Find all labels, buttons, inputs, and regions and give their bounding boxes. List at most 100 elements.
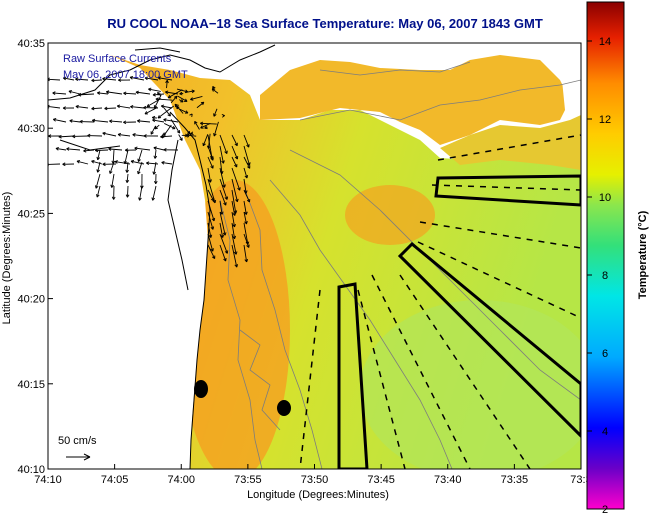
scale-label: 50 cm/s bbox=[58, 435, 97, 447]
colorbar-tick-label: 2 bbox=[602, 504, 608, 515]
current-vector bbox=[207, 145, 214, 161]
land-mass bbox=[48, 55, 208, 469]
current-vector-head bbox=[110, 184, 114, 188]
current-vector-head bbox=[66, 147, 70, 151]
colorbar bbox=[586, 1, 625, 510]
current-vector bbox=[231, 244, 238, 268]
current-vector-head bbox=[137, 119, 141, 123]
current-vector bbox=[213, 108, 218, 117]
current-vector bbox=[177, 95, 188, 102]
current-vector-head bbox=[244, 175, 249, 179]
current-vector bbox=[48, 106, 61, 109]
current-vector bbox=[207, 211, 214, 230]
current-vector-head bbox=[150, 131, 154, 135]
current-vector bbox=[219, 189, 227, 206]
colorbar-tick-label: 12 bbox=[599, 114, 611, 126]
current-vector-head bbox=[222, 232, 227, 236]
current-vector-head bbox=[137, 158, 141, 162]
ocean-patch-north bbox=[260, 55, 570, 145]
current-vector bbox=[207, 167, 211, 183]
current-vector bbox=[200, 122, 217, 125]
current-vector bbox=[174, 103, 184, 114]
current-vector bbox=[202, 134, 209, 146]
current-vector-head bbox=[224, 196, 229, 200]
current-vector-head bbox=[72, 134, 76, 139]
current-vector-head bbox=[58, 134, 62, 139]
current-vector bbox=[155, 98, 173, 101]
current-vector bbox=[231, 134, 238, 146]
current-vector bbox=[207, 200, 215, 222]
current-vector bbox=[124, 149, 129, 164]
current-vector-head bbox=[157, 115, 162, 119]
colorbar-tick-label: 8 bbox=[602, 270, 608, 282]
current-vector-head bbox=[210, 226, 215, 230]
current-vector bbox=[163, 119, 179, 123]
current-vector-head bbox=[163, 147, 167, 152]
current-vector bbox=[112, 149, 115, 164]
current-vector bbox=[178, 108, 189, 114]
current-vector-head bbox=[78, 92, 82, 97]
current-vector-head bbox=[123, 120, 127, 125]
current-vector bbox=[152, 119, 165, 123]
current-vector bbox=[243, 167, 248, 179]
current-vector-head bbox=[223, 258, 227, 262]
colorbar-tick-label: 14 bbox=[599, 36, 611, 48]
current-vector bbox=[75, 78, 89, 81]
current-vector-head bbox=[235, 198, 239, 203]
current-vector-head bbox=[187, 131, 191, 135]
current-vector bbox=[219, 156, 223, 174]
current-vector-head bbox=[62, 106, 66, 110]
current-vector bbox=[207, 189, 215, 202]
y-axis-label: Latitude (Degrees:Minutes) bbox=[1, 192, 13, 325]
current-vector-head bbox=[200, 101, 205, 106]
current-vector-head bbox=[111, 196, 116, 200]
current-vector bbox=[109, 120, 123, 123]
current-vector bbox=[243, 244, 248, 263]
current-vector bbox=[243, 178, 247, 194]
current-vector bbox=[137, 149, 143, 162]
current-vector-head bbox=[246, 165, 251, 169]
current-vector bbox=[178, 134, 183, 141]
current-vector bbox=[123, 92, 137, 95]
current-vector bbox=[63, 77, 75, 81]
current-vector-head bbox=[138, 197, 142, 201]
current-vector-head bbox=[210, 157, 214, 161]
current-vector bbox=[135, 91, 151, 95]
y-tick-label: 40:25 bbox=[17, 208, 45, 220]
current-vector-head bbox=[91, 159, 95, 164]
current-vector-head bbox=[118, 78, 122, 82]
current-vector-head bbox=[179, 137, 183, 141]
current-vector bbox=[153, 147, 165, 151]
current-vector bbox=[162, 124, 172, 138]
current-vector bbox=[243, 189, 250, 203]
current-vector-head bbox=[213, 113, 217, 117]
current-vector-head bbox=[102, 77, 106, 81]
current-vector bbox=[129, 76, 145, 81]
current-vector bbox=[126, 173, 129, 183]
current-vector-head bbox=[117, 132, 122, 137]
current-vector-head bbox=[190, 97, 194, 101]
current-vector bbox=[127, 185, 129, 198]
current-vector-head bbox=[53, 118, 57, 122]
current-vector-head bbox=[129, 75, 134, 80]
current-vector-head bbox=[247, 162, 251, 166]
current-vector-head bbox=[200, 121, 204, 126]
current-vector bbox=[231, 167, 241, 191]
y-tick-label: 40:20 bbox=[17, 294, 45, 306]
current-vector bbox=[102, 132, 117, 137]
current-vector bbox=[144, 107, 158, 115]
current-vector-head bbox=[76, 159, 81, 164]
current-vector-head bbox=[104, 106, 108, 111]
current-vector-head bbox=[155, 97, 159, 101]
current-vector bbox=[231, 145, 238, 160]
ocean-patch-east bbox=[440, 115, 581, 170]
current-vector bbox=[109, 161, 115, 174]
current-vector-head bbox=[165, 90, 169, 95]
current-vector bbox=[231, 200, 236, 216]
current-vector-head bbox=[96, 194, 100, 198]
current-vector bbox=[106, 91, 123, 95]
current-vector-head bbox=[210, 197, 215, 202]
current-vector bbox=[207, 244, 216, 259]
current-vector-head bbox=[69, 119, 73, 123]
current-vector bbox=[194, 121, 200, 130]
